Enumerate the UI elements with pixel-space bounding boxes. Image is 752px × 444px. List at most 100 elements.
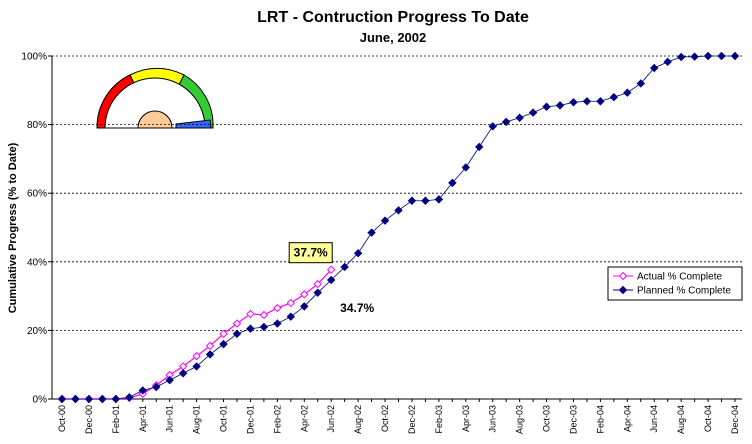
x-tick-label: Dec-04 [730,405,740,434]
series-line [62,269,332,400]
data-point [84,394,94,404]
data-point [488,122,497,131]
chart-title: LRT - Contruction Progress To Date [257,9,529,26]
x-tick-label: Jun-02 [326,405,336,433]
x-tick-label: Apr-03 [461,405,471,432]
data-point [273,303,282,313]
data-point [192,362,201,371]
legend-label: Planned % Complete [637,286,731,297]
data-point [367,228,376,237]
legend-marker [618,285,628,295]
y-tick-label: 100% [21,52,47,63]
data-point [326,275,336,285]
data-point [569,98,578,107]
y-axis-label: Cumulative Progress (% to Date) [7,142,19,313]
data-point [676,52,686,62]
data-point [448,178,457,188]
data-point [57,394,67,404]
legend: Actual % Complete Planned % Complete [607,266,743,301]
data-point [434,195,444,204]
data-point [528,108,538,117]
x-tick-label: Jun-01 [165,405,175,433]
x-tick-label: Dec-01 [245,405,255,434]
chart-subtitle: June, 2002 [360,30,427,45]
x-tick-label: Oct-01 [219,405,229,432]
data-point [596,97,605,106]
data-point [663,57,672,67]
x-tick-label: Aug-04 [676,405,686,434]
x-tick-label: Oct-04 [703,405,713,432]
x-tick-label: Apr-04 [622,405,632,432]
data-label: 34.7% [340,301,374,315]
data-point [232,329,242,339]
data-point [300,290,309,299]
x-tick-label: Oct-00 [57,405,67,432]
data-point [286,312,296,321]
data-point [178,369,188,378]
x-tick-label: Aug-01 [192,405,202,434]
x-tick-label: Feb-02 [272,405,282,434]
data-point [246,309,255,319]
data-point [475,142,484,152]
data-point [165,375,174,385]
data-label: 37.7% [294,246,328,260]
data-label-box [288,242,333,264]
data-point [394,206,403,215]
x-tick-label: Dec-00 [84,405,94,434]
x-tick-label: Oct-02 [380,405,390,432]
data-point [703,51,713,61]
y-tick-label: 40% [27,257,47,268]
data-point [717,51,726,61]
data-point [690,52,699,61]
data-point [582,97,592,106]
data-point [246,324,255,333]
legend-label: Actual % Complete [637,272,722,283]
data-point [125,393,134,402]
data-point [138,386,147,395]
data-point [205,341,215,351]
data-point [609,92,619,102]
data-point [259,310,269,320]
x-tick-label: Aug-03 [515,405,525,434]
x-tick-label: Feb-01 [111,405,121,434]
x-tick-label: Apr-02 [299,405,309,432]
data-point [650,63,659,73]
data-point [555,101,565,110]
x-tick-label: Aug-02 [353,405,363,434]
data-point [313,288,322,297]
data-point [326,265,336,274]
gauge-icon [96,67,214,129]
y-tick-label: 20% [27,326,47,337]
data-point [273,319,282,328]
x-tick-label: Feb-04 [595,405,605,434]
data-point [501,117,511,127]
data-point [98,394,107,404]
x-tick-label: Feb-03 [434,405,444,434]
y-tick-label: 60% [27,189,47,200]
data-point [421,196,430,205]
data-point [353,249,363,258]
legend-marker [618,271,628,281]
data-point [730,51,740,61]
data-point [152,382,161,392]
data-point [313,279,322,289]
data-point [461,163,471,172]
data-point [111,394,121,404]
x-tick-label: Oct-03 [542,405,552,432]
x-tick-label: Dec-02 [407,405,417,434]
data-point [219,329,228,339]
data-point [71,394,80,404]
x-tick-label: Apr-01 [138,405,148,432]
data-point [192,351,201,361]
data-point [232,319,242,328]
data-point [515,113,524,122]
y-tick-label: 0% [33,395,48,406]
data-point [380,216,390,225]
x-tick-label: Jun-03 [488,405,498,433]
y-tick-label: 80% [27,120,47,131]
x-tick-label: Jun-04 [649,405,659,433]
data-point [542,102,551,111]
x-tick-label: Dec-03 [568,405,578,434]
data-point [636,79,645,88]
